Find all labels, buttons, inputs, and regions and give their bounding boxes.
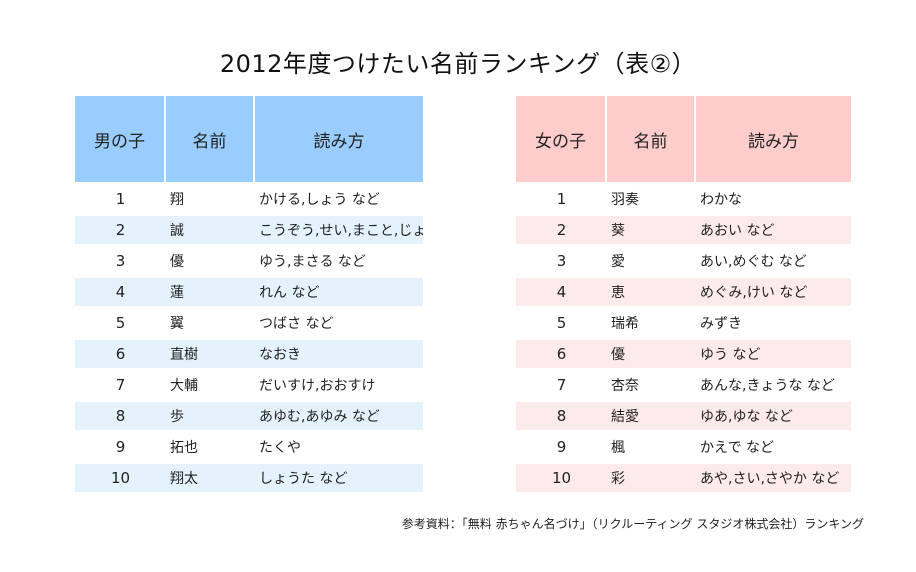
source-note: 参考資料：「無料 赤ちゃん名づけ」（リクルーティング スタジオ株式会社）ランキン… <box>401 517 864 531</box>
name-cell: 拓也 <box>166 430 255 461</box>
name-cell: 杏奈 <box>607 368 696 399</box>
rank-cell: 7 <box>75 368 166 399</box>
reading-header: 読み方 <box>255 96 423 182</box>
name-cell: 翔 <box>166 182 255 213</box>
table-row: 3 優ゆう,まさる など <box>75 244 423 275</box>
name-cell: 翼 <box>166 306 255 337</box>
reading-cell: たくや <box>255 430 423 461</box>
name-cell: 楓 <box>607 430 696 461</box>
rank-cell: 6 <box>75 337 166 368</box>
name-cell: 大輔 <box>166 368 255 399</box>
name-cell: 歩 <box>166 399 255 430</box>
table-row: 10 翔太 しょうた など <box>75 461 423 492</box>
name-cell: 優 <box>607 337 696 368</box>
table-row: 1 羽奏 わかな <box>516 182 851 213</box>
rank-cell: 2 <box>75 213 166 244</box>
name-cell: 彩 <box>607 461 696 492</box>
table-row: 8 結愛 ゆあ,ゆな など <box>516 399 851 430</box>
name-cell: 優 <box>166 244 255 275</box>
table-row: 6 直樹 なおき <box>75 337 423 368</box>
rank-cell: 1 <box>516 182 607 213</box>
rank-header: 女の子 <box>516 96 607 182</box>
table-row: 3 愛あい,めぐむ など <box>516 244 851 275</box>
name-header: 名前 <box>166 96 255 182</box>
name-cell: 誠 <box>166 213 255 244</box>
rank-cell: 9 <box>75 430 166 461</box>
reading-cell: わかな <box>696 182 851 213</box>
table-row: 5 翼つばさ など <box>75 306 423 337</box>
rank-cell: 8 <box>516 399 607 430</box>
reading-cell: かえで など <box>696 430 851 461</box>
table-row: 4 蓮れん など <box>75 275 423 306</box>
reading-cell: しょうた など <box>255 461 423 492</box>
rank-cell: 5 <box>516 306 607 337</box>
table-row: 8 歩あゆむ,あゆみ など <box>75 399 423 430</box>
name-cell: 葵 <box>607 213 696 244</box>
table-header-row: 女の子 名前 読み方 <box>516 96 851 182</box>
reading-cell: ゆう など <box>696 337 851 368</box>
name-header: 名前 <box>607 96 696 182</box>
table-row: 9 拓也 たくや <box>75 430 423 461</box>
table-row: 10 彩あや,さい,さやか など <box>516 461 851 492</box>
rank-cell: 5 <box>75 306 166 337</box>
reading-cell: かける,しょう など <box>255 182 423 213</box>
table-row: 9 楓かえで など <box>516 430 851 461</box>
table-row: 5 瑞希 みずき <box>516 306 851 337</box>
reading-cell: ゆう,まさる など <box>255 244 423 275</box>
rank-cell: 4 <box>516 275 607 306</box>
table-row: 7 杏奈 あんな,きょうな など <box>516 368 851 399</box>
table-header-row: 男の子 名前 読み方 <box>75 96 423 182</box>
girls-ranking-table: 女の子 名前 読み方 1 羽奏 わかな 2 葵あおい など 3 愛あい,めぐむ など 4… <box>516 96 851 492</box>
name-cell: 結愛 <box>607 399 696 430</box>
rank-cell: 10 <box>516 461 607 492</box>
reading-cell: あや,さい,さやか など <box>696 461 851 492</box>
reading-cell: なおき <box>255 337 423 368</box>
reading-cell: あい,めぐむ など <box>696 244 851 275</box>
table-row: 2 誠こうぞう,せい,まこと,じょう <box>75 213 423 244</box>
name-cell: 恵 <box>607 275 696 306</box>
table-row: 2 葵あおい など <box>516 213 851 244</box>
name-cell: 羽奏 <box>607 182 696 213</box>
rank-cell: 3 <box>516 244 607 275</box>
reading-cell: こうぞう,せい,まこと,じょう <box>255 213 423 244</box>
reading-cell: みずき <box>696 306 851 337</box>
name-cell: 瑞希 <box>607 306 696 337</box>
rank-cell: 6 <box>516 337 607 368</box>
reading-cell: あゆむ,あゆみ など <box>255 399 423 430</box>
reading-cell: ゆあ,ゆな など <box>696 399 851 430</box>
reading-header: 読み方 <box>696 96 851 182</box>
rank-cell: 4 <box>75 275 166 306</box>
table-row: 6 優ゆう など <box>516 337 851 368</box>
boys-ranking-table: 男の子 名前 読み方 1 翔かける,しょう など 2 誠こうぞう,せい,まこと,じょ… <box>75 96 423 492</box>
reading-cell: つばさ など <box>255 306 423 337</box>
name-cell: 蓮 <box>166 275 255 306</box>
rank-cell: 10 <box>75 461 166 492</box>
rank-cell: 8 <box>75 399 166 430</box>
page-title: 2012年度つけたい名前ランキング（表②） <box>219 50 697 78</box>
rank-cell: 2 <box>516 213 607 244</box>
rank-cell: 3 <box>75 244 166 275</box>
table-row: 1 翔かける,しょう など <box>75 182 423 213</box>
rank-cell: 9 <box>516 430 607 461</box>
table-row: 4 恵めぐみ,けい など <box>516 275 851 306</box>
reading-cell: あおい など <box>696 213 851 244</box>
reading-cell: めぐみ,けい など <box>696 275 851 306</box>
reading-cell: あんな,きょうな など <box>696 368 851 399</box>
name-cell: 直樹 <box>166 337 255 368</box>
name-cell: 愛 <box>607 244 696 275</box>
rank-cell: 1 <box>75 182 166 213</box>
reading-cell: れん など <box>255 275 423 306</box>
name-cell: 翔太 <box>166 461 255 492</box>
rank-header: 男の子 <box>75 96 166 182</box>
reading-cell: だいすけ,おおすけ <box>255 368 423 399</box>
rank-cell: 7 <box>516 368 607 399</box>
table-row: 7 大輔 だいすけ,おおすけ <box>75 368 423 399</box>
